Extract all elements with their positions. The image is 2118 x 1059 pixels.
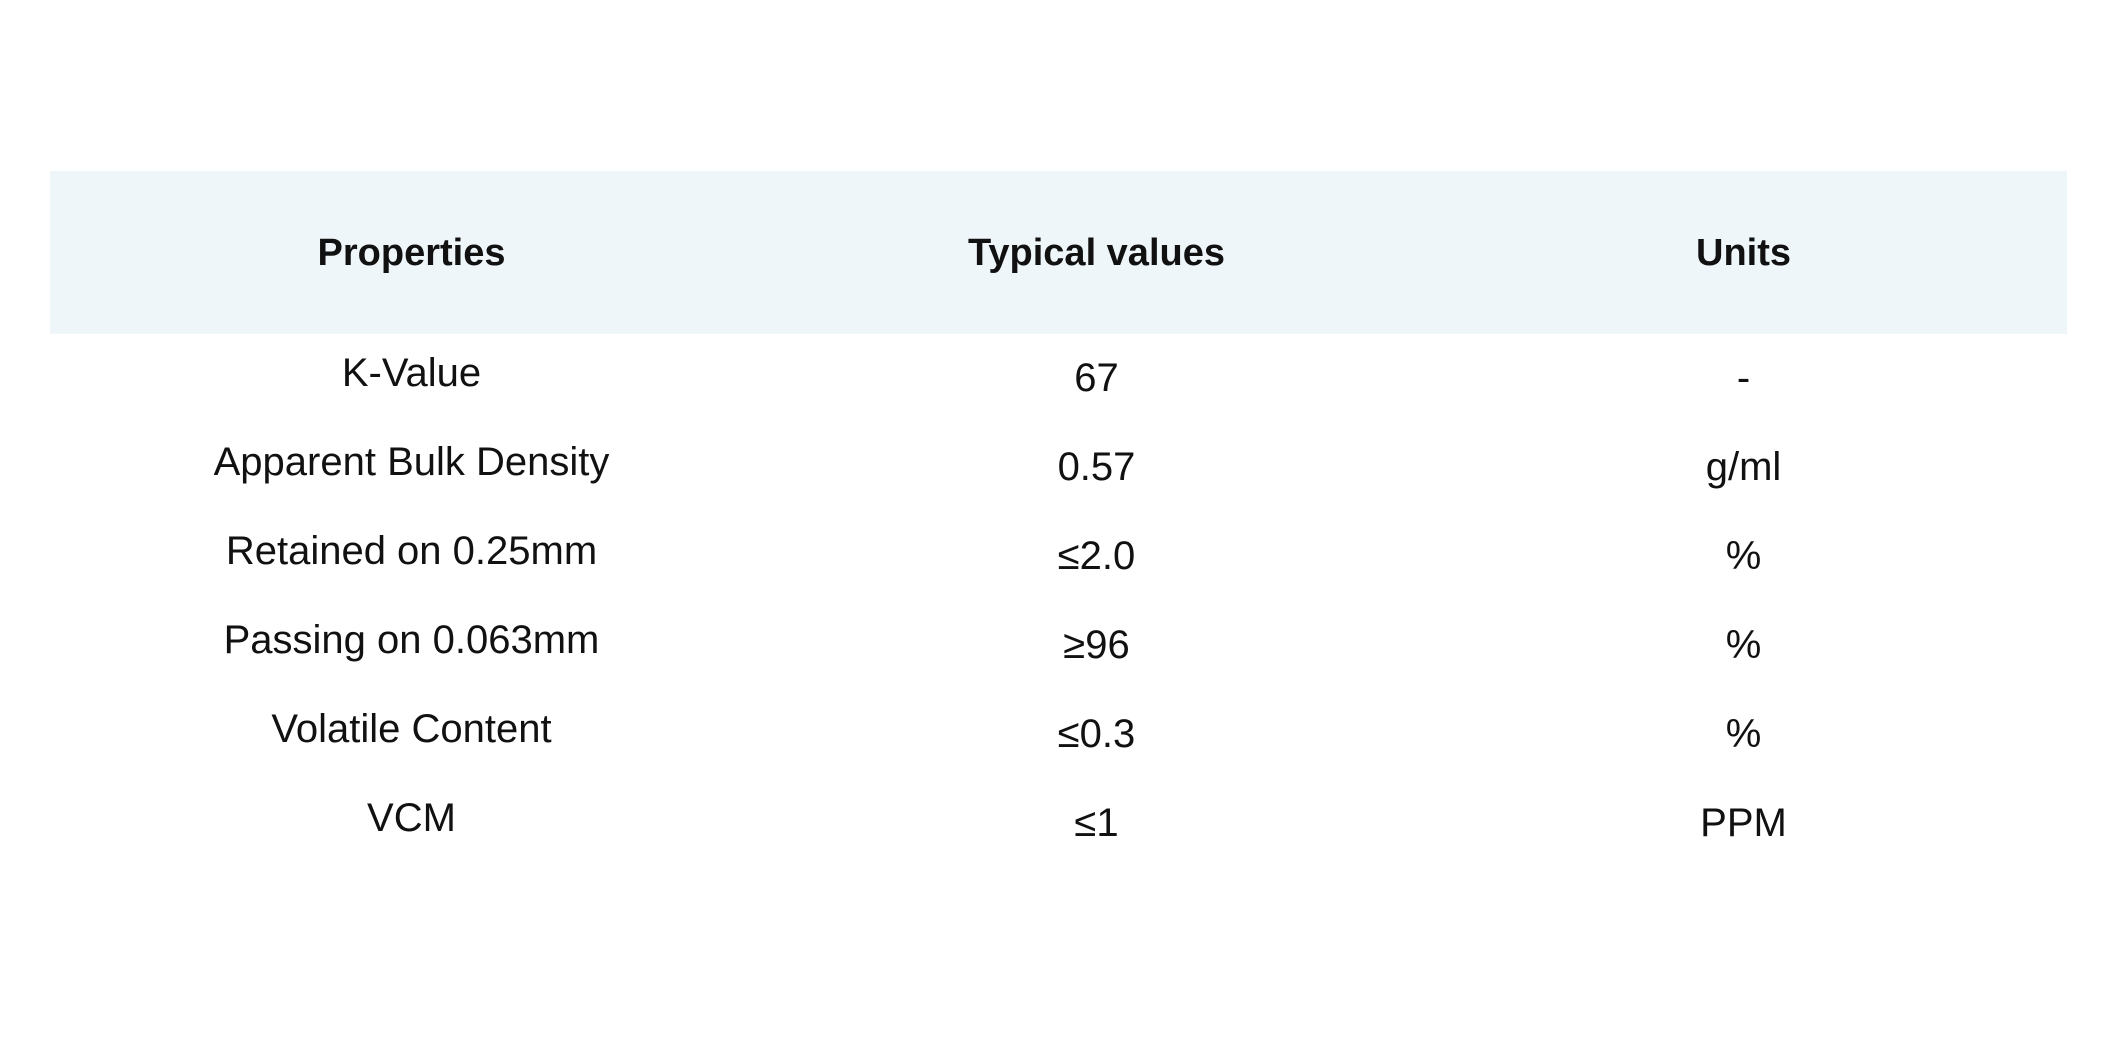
table-row: Apparent Bulk Density 0.57 g/ml (50, 423, 2067, 512)
header-properties: Properties (317, 231, 506, 274)
unit-cell: % (1725, 622, 1762, 667)
header-typical-values: Typical values (968, 231, 1225, 274)
value-cell: 67 (1074, 355, 1119, 400)
property-cell: Retained on 0.25mm (225, 528, 598, 573)
property-cell: K-Value (341, 350, 482, 395)
value-cell: ≤0.3 (1057, 711, 1136, 756)
unit-cell: PPM (1700, 800, 1787, 845)
properties-table: Properties Typical values Units K-Value … (50, 171, 2067, 868)
value-cell: ≤1 (1074, 800, 1119, 845)
header-units: Units (1696, 231, 1791, 274)
table-row: Passing on 0.063mm ≥96 % (50, 601, 2067, 690)
table-row: Volatile Content ≤0.3 % (50, 690, 2067, 779)
value-cell: ≤2.0 (1057, 533, 1136, 578)
property-cell: VCM (367, 795, 456, 840)
value-cell: ≥96 (1063, 622, 1130, 667)
unit-cell: g/ml (1705, 444, 1782, 489)
property-cell: Passing on 0.063mm (223, 617, 600, 662)
value-cell: 0.57 (1057, 444, 1136, 489)
unit-cell: - (1736, 355, 1751, 400)
table-row: K-Value 67 - (50, 334, 2067, 423)
unit-cell: % (1725, 711, 1762, 756)
table-row: VCM ≤1 PPM (50, 779, 2067, 868)
unit-cell: % (1725, 533, 1762, 578)
property-cell: Apparent Bulk Density (213, 439, 610, 484)
table-row: Retained on 0.25mm ≤2.0 % (50, 512, 2067, 601)
table-header-row: Properties Typical values Units (50, 171, 2067, 334)
property-cell: Volatile Content (271, 706, 552, 751)
